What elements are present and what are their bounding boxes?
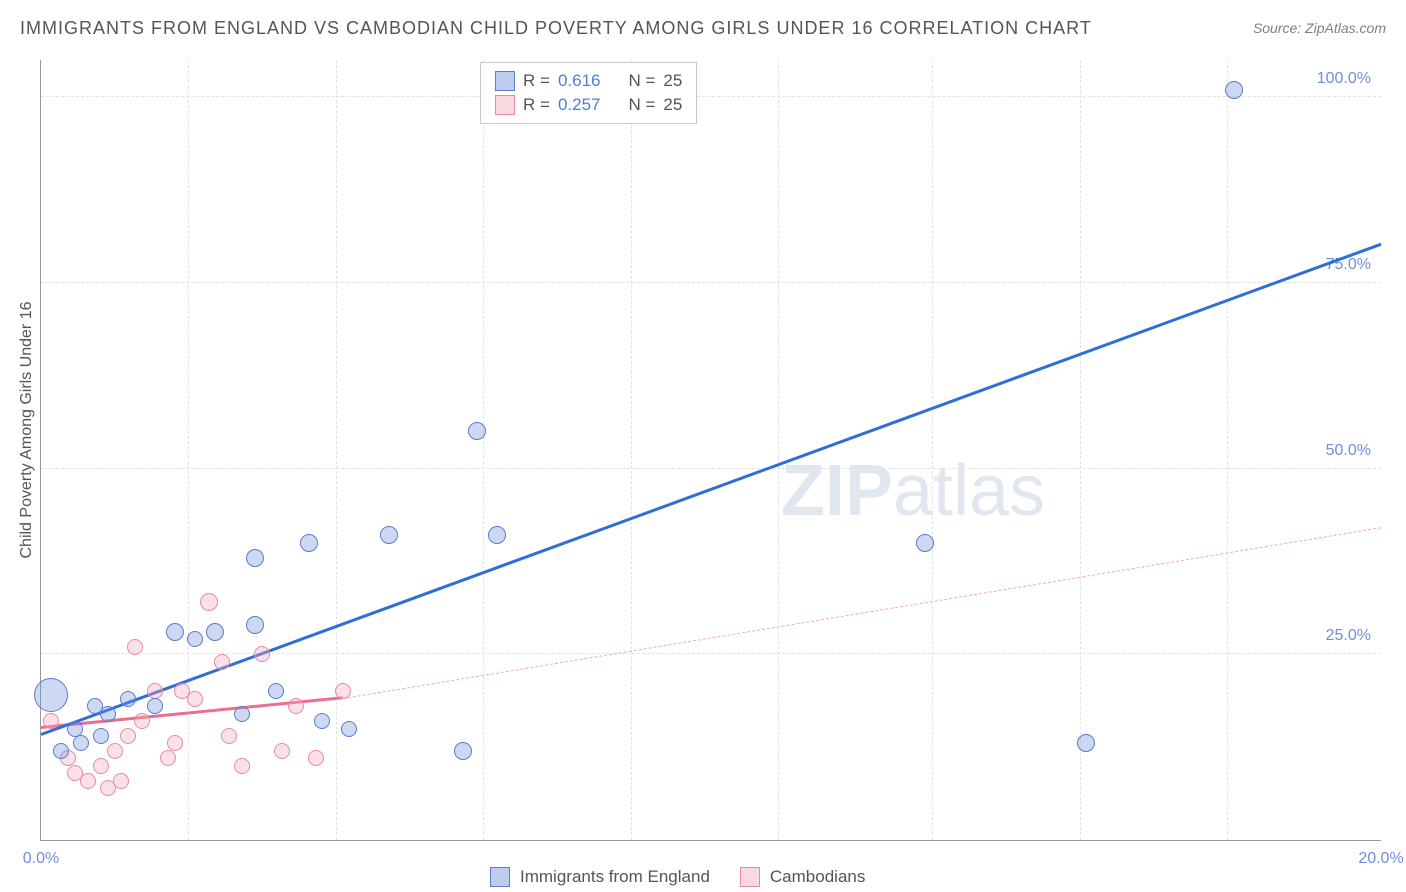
gridline-v [1080,60,1081,840]
y-tick-label: 50.0% [1326,442,1371,460]
data-point [221,728,237,744]
chart-title: IMMIGRANTS FROM ENGLAND VS CAMBODIAN CHI… [20,18,1092,39]
data-point [67,721,83,737]
data-point [300,534,318,552]
data-point [53,743,69,759]
data-point [1225,81,1243,99]
data-point [200,593,218,611]
data-point [335,683,351,699]
gridline-v [932,60,933,840]
data-point [113,773,129,789]
gridline-v [483,60,484,840]
y-tick-label: 75.0% [1326,256,1371,274]
data-point [167,735,183,751]
data-point [314,713,330,729]
gridline-v [631,60,632,840]
gridline-h [41,96,1381,97]
legend-row-blue: R = 0.616 N = 25 [495,69,682,93]
data-point [468,422,486,440]
gridline-v [336,60,337,840]
data-point [488,526,506,544]
data-point [93,728,109,744]
data-point [147,683,163,699]
legend-r-label: R = [523,71,550,91]
data-point [43,713,59,729]
data-point [73,735,89,751]
legend-r-value: 0.616 [558,71,601,91]
legend-r-value: 0.257 [558,95,601,115]
data-point [120,691,136,707]
data-point [107,743,123,759]
legend-n-value: 25 [663,71,682,91]
y-tick-label: 25.0% [1326,627,1371,645]
regression-line [342,527,1381,699]
data-point [288,698,304,714]
data-point [160,750,176,766]
data-point [187,691,203,707]
gridline-h [41,653,1381,654]
square-icon [490,867,510,887]
legend-r-label: R = [523,95,550,115]
data-point [268,683,284,699]
series-legend: Immigrants from England Cambodians [490,867,865,887]
data-point [254,646,270,662]
data-point [454,742,472,760]
legend-row-pink: R = 0.257 N = 25 [495,93,682,117]
data-point [380,526,398,544]
regression-line [40,243,1381,736]
data-point [34,678,68,712]
y-tick-label: 100.0% [1317,70,1371,88]
data-point [234,706,250,722]
data-point [187,631,203,647]
x-tick-label: 0.0% [23,850,59,868]
data-point [234,758,250,774]
correlation-legend: R = 0.616 N = 25 R = 0.257 N = 25 [480,62,697,124]
source-label: Source: ZipAtlas.com [1253,20,1386,36]
data-point [246,616,264,634]
data-point [127,639,143,655]
legend-series-label: Cambodians [770,867,865,887]
data-point [166,623,184,641]
data-point [308,750,324,766]
legend-series-label: Immigrants from England [520,867,710,887]
gridline-v [188,60,189,840]
data-point [916,534,934,552]
data-point [246,549,264,567]
legend-n-label: N = [628,95,655,115]
data-point [93,758,109,774]
watermark: ZIPatlas [781,450,1045,532]
data-point [1077,734,1095,752]
data-point [274,743,290,759]
data-point [214,654,230,670]
square-icon [495,71,515,91]
data-point [134,713,150,729]
legend-n-value: 25 [663,95,682,115]
gridline-v [1227,60,1228,840]
legend-n-label: N = [628,71,655,91]
gridline-h [41,282,1381,283]
data-point [120,728,136,744]
data-point [341,721,357,737]
square-icon [495,95,515,115]
gridline-h [41,468,1381,469]
data-point [100,706,116,722]
square-icon [740,867,760,887]
data-point [80,773,96,789]
data-point [147,698,163,714]
scatter-plot-area: ZIPatlas 25.0%50.0%75.0%100.0%0.0%20.0% [40,60,1381,841]
gridline-v [778,60,779,840]
data-point [206,623,224,641]
x-tick-label: 20.0% [1358,850,1403,868]
y-axis-label: Child Poverty Among Girls Under 16 [18,302,36,559]
